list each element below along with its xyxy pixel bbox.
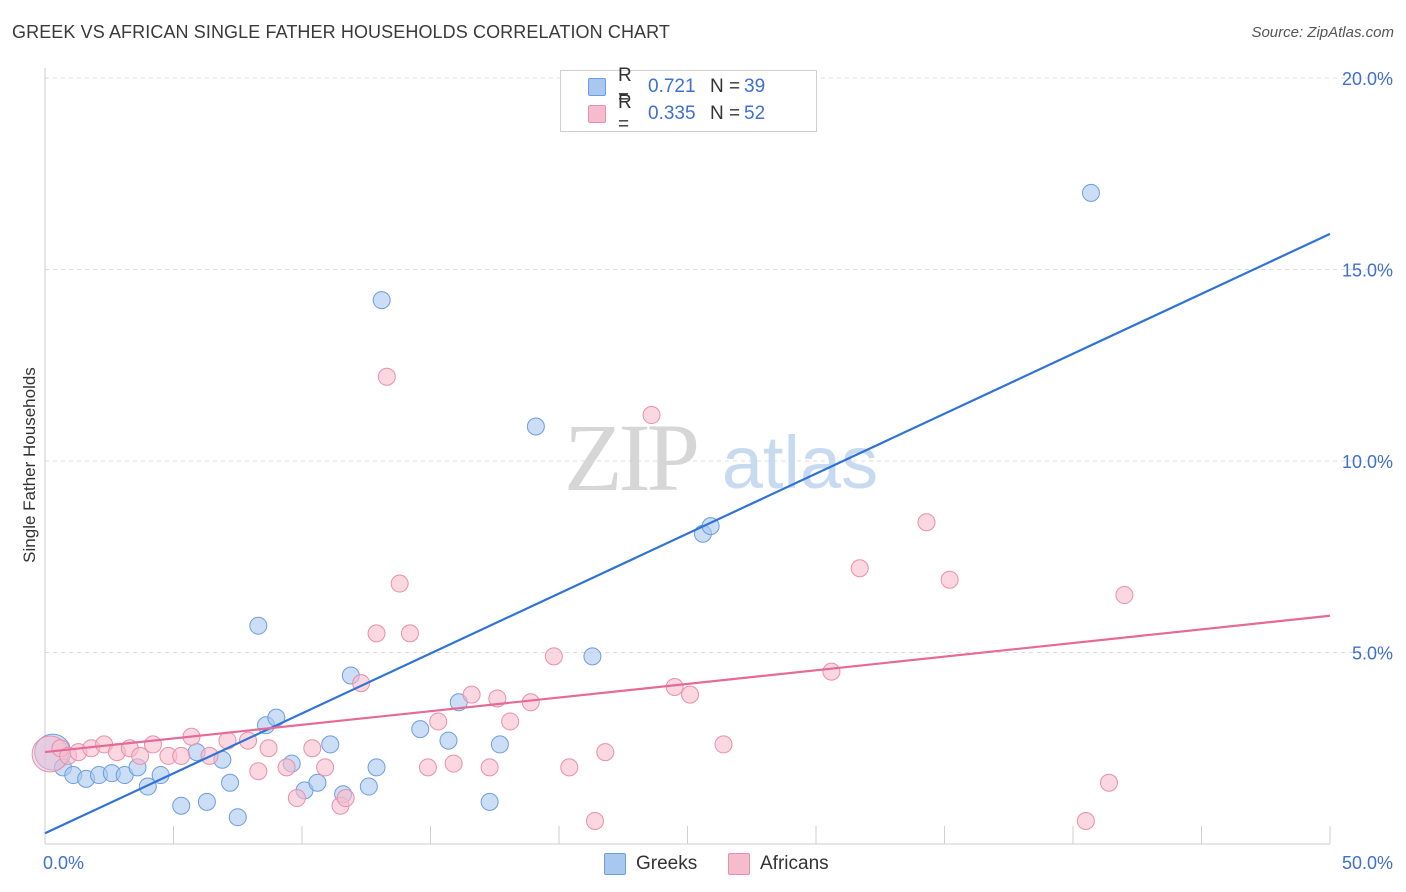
y-tick-label: 20.0%: [1342, 69, 1393, 89]
african-point: [596, 743, 615, 762]
african-point: [131, 746, 150, 765]
greek-point: [526, 417, 545, 436]
africans-r-value: 0.335: [648, 103, 696, 124]
y-tick-label: 10.0%: [1342, 452, 1393, 472]
watermark-atlas: atlas: [722, 421, 878, 504]
greeks-legend-label: Greeks: [636, 853, 698, 874]
african-point: [1099, 773, 1118, 792]
greeks-swatch: [588, 78, 606, 96]
watermark: ZIP atlas: [564, 404, 878, 511]
greeks-legend-swatch: [604, 853, 626, 875]
africans-n-label: N =: [710, 103, 741, 124]
greek-point: [321, 735, 340, 754]
africans-points: [31, 367, 1134, 831]
greek-point: [359, 777, 378, 796]
african-point: [259, 739, 278, 758]
african-point: [1076, 812, 1095, 831]
greeks-trendline: [44, 232, 1331, 835]
african-point: [390, 574, 409, 593]
africans-swatch: [588, 105, 606, 123]
african-point: [642, 406, 661, 425]
greek-point: [249, 616, 268, 635]
africans-legend-swatch: [728, 853, 750, 875]
series-legend-greeks: Greeks: [604, 851, 697, 877]
african-point: [277, 758, 296, 777]
africans-trendline: [44, 614, 1331, 754]
african-point: [429, 712, 448, 731]
greek-point: [367, 758, 386, 777]
greek-point: [1081, 183, 1100, 202]
african-point: [1115, 586, 1134, 605]
greek-point: [172, 796, 191, 815]
greek-point: [490, 735, 509, 754]
african-point: [462, 685, 481, 704]
african-point: [585, 812, 604, 831]
african-point: [249, 762, 268, 781]
x-tick-label-min: 0.0%: [43, 853, 84, 873]
chart-title: GREEK VS AFRICAN SINGLE FATHER HOUSEHOLD…: [12, 22, 671, 42]
y-tick-label: 5.0%: [1352, 644, 1393, 664]
series-legend-africans: Africans: [728, 851, 829, 877]
axis-layer: [44, 68, 1331, 845]
african-point: [917, 513, 936, 532]
african-point: [143, 735, 162, 754]
african-point: [714, 735, 733, 754]
greek-point: [439, 731, 458, 750]
greek-point: [411, 720, 430, 739]
african-point: [822, 662, 841, 681]
greeks-r-label: R =: [618, 65, 632, 108]
legend-row-africans: R = 0.335 N = 52: [588, 92, 766, 135]
greek-point: [221, 773, 240, 792]
greek-point: [197, 792, 216, 811]
greek-point: [480, 792, 499, 811]
greeks-n-value: 39: [744, 76, 766, 97]
greek-point: [372, 291, 391, 310]
africans-r-label: R =: [618, 92, 632, 135]
trendlines: [44, 232, 1331, 835]
african-point: [544, 647, 563, 666]
africans-legend-label: Africans: [760, 853, 829, 874]
african-point: [418, 758, 437, 777]
legend-row-greeks: R = 0.721 N = 39: [588, 65, 766, 108]
african-point: [172, 746, 191, 765]
greek-point: [308, 773, 327, 792]
african-point: [303, 739, 322, 758]
african-point: [521, 693, 540, 712]
grid-layer: [45, 77, 1390, 653]
african-point: [444, 754, 463, 773]
x-tick-label-max: 50.0%: [1342, 853, 1393, 873]
african-point: [336, 789, 355, 808]
africans-n-value: 52: [744, 103, 766, 124]
african-point: [316, 758, 335, 777]
greek-point: [228, 808, 247, 827]
greeks-r-value: 0.721: [648, 76, 696, 97]
stats-legend: R = 0.721 N = 39 R = 0.335 N = 52: [560, 65, 817, 135]
watermark-zip: ZIP: [564, 404, 697, 511]
greek-point: [583, 647, 602, 666]
african-point: [850, 559, 869, 578]
african-point: [377, 367, 396, 386]
african-point: [367, 624, 386, 643]
african-point: [681, 685, 700, 704]
african-point: [501, 712, 520, 731]
source-label: Source: ZipAtlas.com: [1251, 24, 1394, 41]
african-point: [480, 758, 499, 777]
greeks-n-label: N =: [710, 76, 741, 97]
tick-labels: 5.0% 10.0% 15.0% 20.0% 0.0% 50.0%: [43, 69, 1393, 873]
african-point: [940, 570, 959, 589]
african-point: [400, 624, 419, 643]
african-point: [287, 789, 306, 808]
y-tick-label: 15.0%: [1342, 261, 1393, 281]
african-point: [560, 758, 579, 777]
